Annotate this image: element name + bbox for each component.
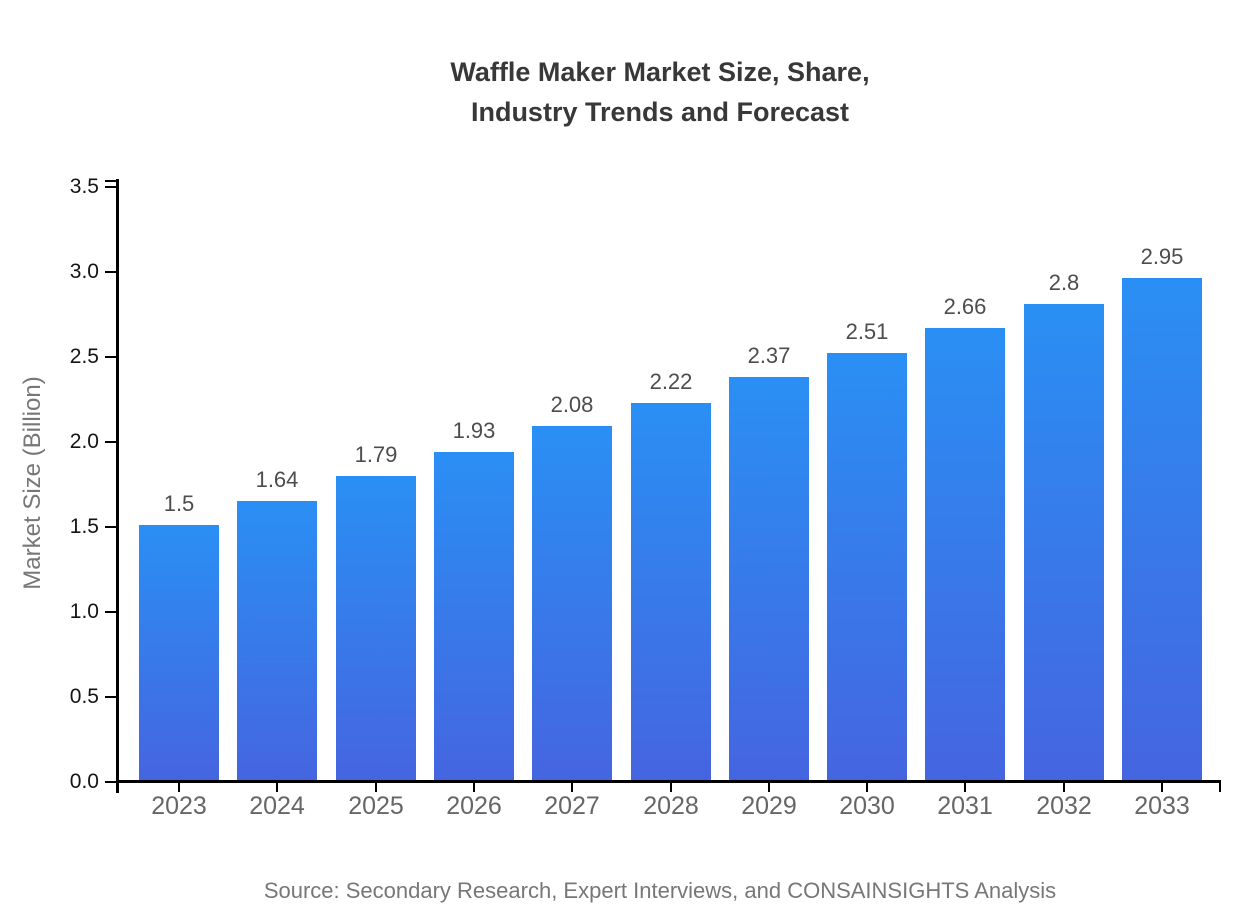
x-tick-label: 2031: [937, 792, 993, 820]
bar-value-label: 2.51: [845, 319, 889, 344]
bar-value-label: 1.64: [255, 467, 299, 492]
bar: [631, 403, 711, 780]
x-tick-label: 2028: [643, 792, 699, 820]
chart-title: Waffle Maker Market Size, Share, Industr…: [80, 52, 1240, 132]
x-tick-label: 2026: [446, 792, 502, 820]
x-tick-label: 2033: [1134, 792, 1190, 820]
x-tick: [473, 783, 475, 792]
y-tick: [105, 696, 116, 698]
bar: [336, 476, 416, 780]
y-tick: [105, 356, 116, 358]
source-note: Source: Secondary Research, Expert Inter…: [263, 878, 1057, 903]
y-tick: [105, 611, 116, 613]
x-tick-label: 2027: [544, 792, 600, 820]
bar: [237, 501, 317, 780]
x-tick: [375, 783, 377, 792]
x-tick: [670, 783, 672, 792]
bar: [827, 353, 907, 780]
x-tick: [1063, 783, 1065, 792]
bar-value-label: 2.66: [943, 294, 987, 319]
y-tick-label: 1.5: [69, 515, 99, 538]
y-tick-label: 2.0: [69, 430, 99, 453]
y-tick-label: 1.0: [69, 600, 99, 623]
bar-value-label: 2.22: [649, 369, 693, 394]
x-tick: [768, 783, 770, 792]
y-tick: [105, 441, 116, 443]
x-tick-label: 2030: [839, 792, 895, 820]
y-tick: [105, 271, 116, 273]
bar-value-label: 1.5: [163, 491, 195, 516]
bar: [139, 525, 219, 780]
x-axis-endcap-tick: [1219, 783, 1221, 792]
x-tick: [178, 783, 180, 792]
x-tick-label: 2023: [151, 792, 207, 820]
chart-title-line1: Waffle Maker Market Size, Share,: [450, 57, 870, 87]
bar: [434, 452, 514, 780]
bar: [925, 328, 1005, 780]
x-tick-label: 2024: [249, 792, 305, 820]
y-tick: [105, 781, 116, 783]
x-tick: [866, 783, 868, 792]
y-axis-line: [116, 179, 119, 793]
bar: [729, 377, 809, 780]
x-tick: [964, 783, 966, 792]
x-tick: [276, 783, 278, 792]
bar: [1122, 278, 1202, 780]
bar-value-label: 2.95: [1140, 244, 1184, 269]
y-tick: [105, 526, 116, 528]
x-axis-line: [116, 780, 1221, 783]
x-tick-label: 2025: [348, 792, 404, 820]
y-tick-label: 3.0: [69, 260, 99, 283]
chart-title-line2: Industry Trends and Forecast: [470, 97, 850, 127]
x-tick-label: 2032: [1036, 792, 1092, 820]
x-tick-label: 2029: [741, 792, 797, 820]
y-tick-label: 3.5: [69, 175, 99, 198]
bar-value-label: 2.37: [747, 343, 791, 368]
x-tick: [1161, 783, 1163, 792]
y-axis-endcap-tick: [105, 180, 116, 182]
bar: [1024, 304, 1104, 780]
bar-value-label: 1.79: [354, 442, 398, 467]
bar-value-label: 2.8: [1048, 270, 1080, 295]
bar-value-label: 1.93: [452, 418, 496, 443]
y-tick-label: 0.0: [69, 770, 99, 793]
bar-value-label: 2.08: [550, 392, 594, 417]
y-tick: [105, 186, 116, 188]
y-tick-label: 0.5: [69, 685, 99, 708]
bar: [532, 426, 612, 780]
x-tick: [571, 783, 573, 792]
y-tick-label: 2.5: [69, 345, 99, 368]
